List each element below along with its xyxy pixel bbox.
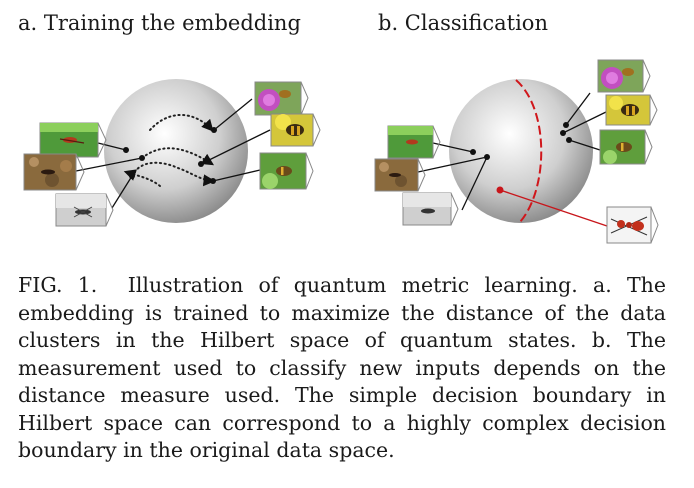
red-ant-new-input-thumbnail <box>606 206 659 244</box>
bee-on-thistle-thumbnail-b <box>597 59 651 93</box>
ant-on-white-thumbnail-b <box>402 192 459 226</box>
ant-on-leaf-thumbnail <box>39 122 107 158</box>
bee-on-green-thumbnail <box>259 152 314 190</box>
panel-b-title: b. Classification <box>378 11 548 35</box>
panel-b <box>374 59 659 244</box>
new-input-line <box>499 189 608 227</box>
bee-on-thistle-thumbnail <box>254 81 309 116</box>
panel-a-title: a. Training the embedding <box>18 11 301 35</box>
figure-illustration <box>23 59 659 244</box>
hilbert-sphere-b <box>449 79 593 223</box>
caption-text: Illustration of quantum metric learning.… <box>18 273 666 462</box>
training-trajectories <box>123 114 216 187</box>
ant-on-leaf-thumbnail-b <box>387 125 441 159</box>
panel-a <box>23 79 321 227</box>
decision-boundary <box>515 79 543 223</box>
bee-on-yellow-thumbnail-b <box>605 94 658 126</box>
hilbert-sphere-a <box>104 79 248 223</box>
figure-caption: FIG. 1. Illustration of quantum metric l… <box>18 272 666 465</box>
bee-on-yellow-thumbnail <box>270 113 321 147</box>
connector-lines-b <box>417 92 607 211</box>
ant-on-white-thumbnail <box>55 193 114 227</box>
connector-lines-a <box>75 98 271 209</box>
caption-label: FIG. 1. <box>18 273 98 297</box>
ant-on-ground-thumbnail <box>23 153 85 191</box>
ant-on-ground-thumbnail-b <box>374 158 426 192</box>
bee-on-green-thumbnail-b <box>599 129 653 165</box>
